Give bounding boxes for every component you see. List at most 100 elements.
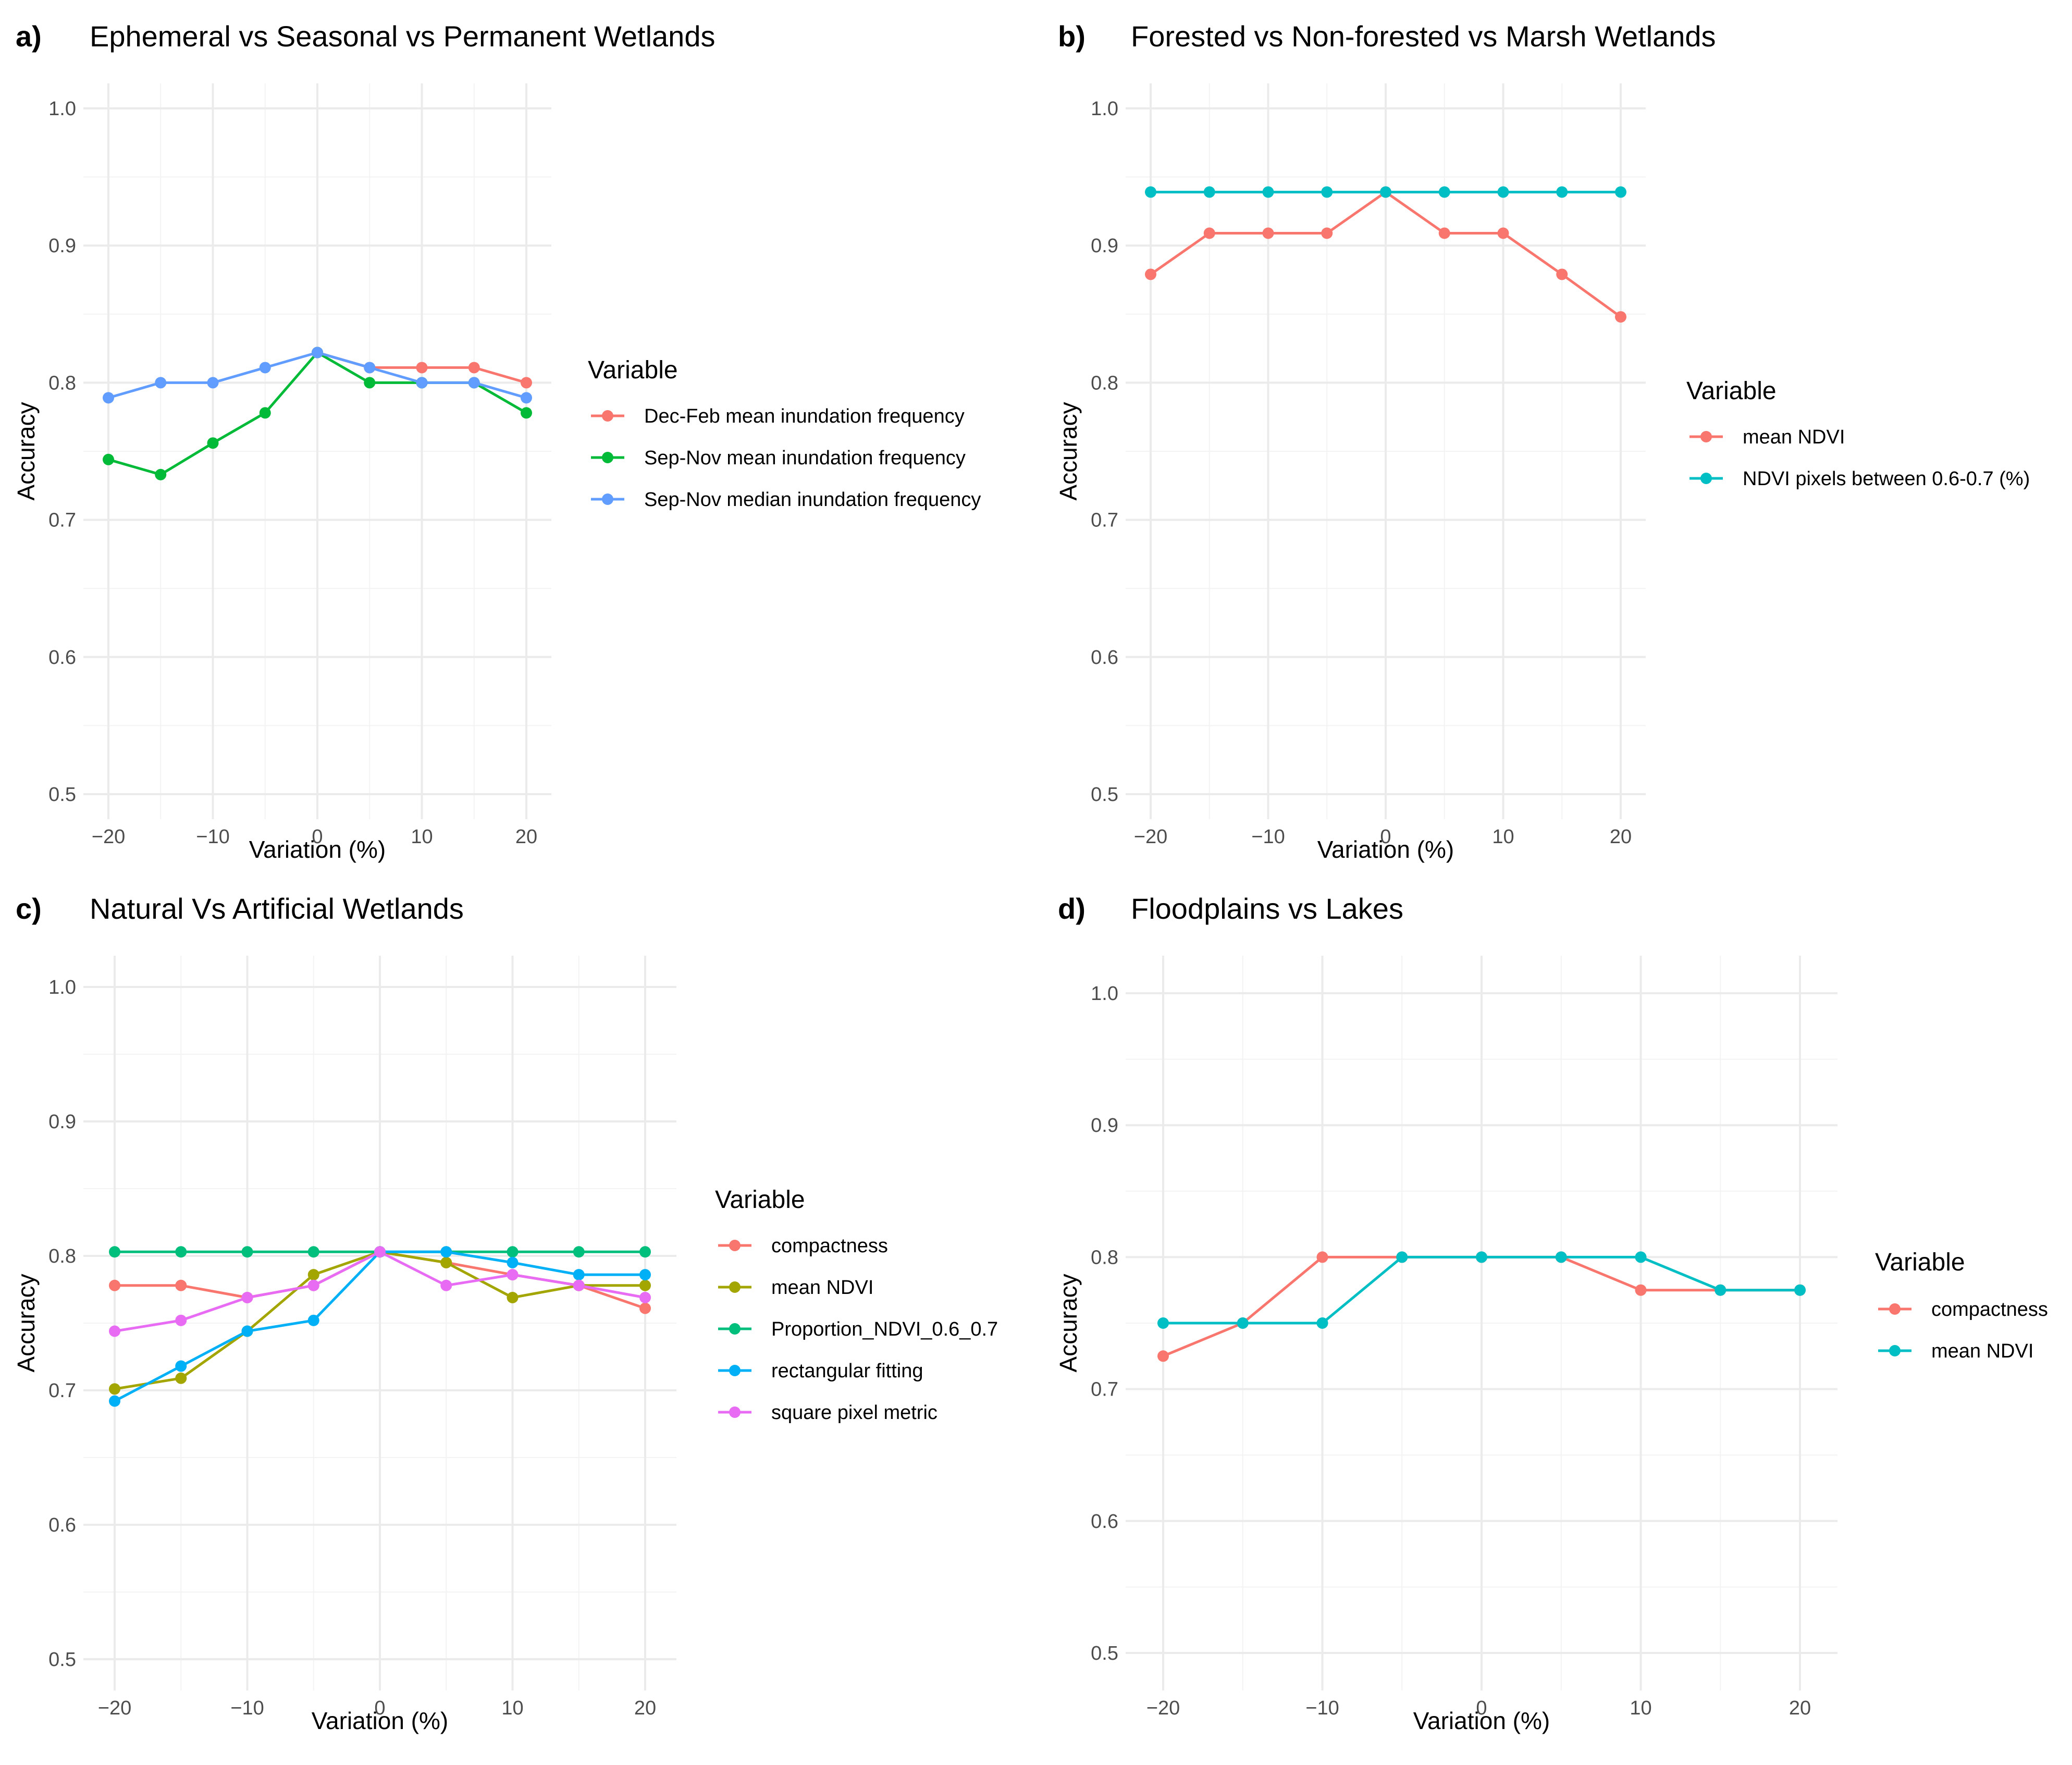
data-point-3 [416,377,428,389]
x-tick-label: 10 [1492,826,1514,848]
data-point-4 [440,1246,452,1258]
data-point-1 [1438,227,1450,239]
data-point-3 [109,1246,120,1258]
x-tick-label: 20 [634,1697,656,1719]
chart-panel-4: −20 −10 0 10 20 0.5 0.6 0.7 0.8 0.9 1.0 Variation (… [1055,892,2048,1734]
y-tick-label: 0.7 [48,510,76,532]
y-tick-label: 0.5 [48,784,76,806]
data-point-2 [1476,1251,1487,1263]
data-point-1 [1556,268,1568,280]
data-point-2 [1380,186,1391,198]
data-point-2 [507,1291,519,1303]
data-point-5 [440,1279,452,1291]
data-point-1 [639,1302,651,1314]
data-point-4 [241,1325,253,1337]
data-point-3 [573,1246,585,1258]
x-tick-label: 0 [1476,1697,1487,1719]
data-point-1 [1635,1284,1647,1296]
y-tick-label: 1.0 [48,98,76,120]
y-axis-title: Accuracy [13,1274,40,1372]
chart-panel-3: −20 −10 0 10 20 0.5 0.6 0.7 0.8 0.9 1.0 Variation (… [13,892,998,1734]
x-tick-label: 10 [1630,1697,1651,1719]
legend-label: rectangular fitting [771,1360,923,1382]
data-point-1 [1316,1251,1328,1263]
x-tick-label: −10 [230,1697,264,1719]
x-tick-label: −10 [1251,826,1285,848]
data-point-4 [109,1395,120,1407]
x-tick-label: 0 [312,826,323,848]
legend-title: Variable [1875,1249,1965,1276]
data-point-5 [241,1291,253,1303]
data-point-2 [521,407,532,419]
legend-key-point [602,410,613,422]
data-point-2 [1615,186,1626,198]
y-tick-label: 0.9 [1091,235,1118,257]
x-tick-label: −20 [1146,1697,1180,1719]
data-point-1 [1203,227,1215,239]
x-tick-label: −10 [196,826,229,848]
x-tick-label: −20 [92,826,125,848]
data-point-1 [1321,227,1333,239]
data-point-1 [1157,1350,1169,1362]
y-tick-label: 0.8 [1091,372,1118,394]
legend-label: mean NDVI [771,1277,873,1299]
legend-label: compactness [771,1235,888,1257]
legend-label: mean NDVI [1743,426,1845,448]
data-point-1 [521,377,532,389]
legend-key-point [729,1281,741,1293]
data-point-2 [259,407,271,419]
y-tick-label: 0.9 [48,235,76,257]
legend-title: Variable [715,1186,805,1214]
data-point-2 [109,1383,120,1395]
panel-label: a) [16,20,42,53]
data-point-4 [507,1256,519,1268]
legend-label: Proportion_NDVI_0.6_0.7 [771,1318,998,1340]
data-point-2 [639,1279,651,1291]
data-point-4 [639,1269,651,1281]
data-point-2 [207,437,219,449]
data-point-1 [416,362,428,374]
data-point-2 [1237,1317,1249,1329]
x-tick-label: 20 [1610,826,1632,848]
x-tick-label: −20 [1134,826,1167,848]
x-axis-title: Variation (%) [249,836,386,863]
data-point-3 [507,1246,519,1258]
y-tick-label: 0.6 [48,647,76,669]
data-point-2 [1316,1317,1328,1329]
x-tick-label: 10 [501,1697,523,1719]
data-point-3 [468,377,480,389]
legend-label: compactness [1931,1299,2048,1320]
x-tick-label: 20 [515,826,537,848]
data-point-3 [364,362,376,374]
y-tick-label: 0.5 [1091,784,1118,806]
y-tick-label: 0.6 [1091,647,1118,669]
data-point-2 [1556,186,1568,198]
data-point-5 [639,1291,651,1303]
data-point-4 [307,1314,319,1326]
y-axis-title: Accuracy [1055,402,1082,500]
legend-key-point [729,1406,741,1418]
x-tick-label: 0 [1380,826,1391,848]
data-point-3 [307,1246,319,1258]
legend-title: Variable [1686,377,1777,405]
data-point-3 [639,1246,651,1258]
y-tick-label: 0.8 [48,372,76,394]
y-tick-label: 0.6 [1091,1511,1118,1533]
legend-key-point [602,493,613,505]
legend-label: Sep-Nov median inundation frequency [644,489,981,511]
data-point-3 [241,1246,253,1258]
data-point-1 [1497,227,1509,239]
data-point-4 [175,1360,187,1372]
data-point-1 [468,362,480,374]
data-point-2 [103,453,114,465]
data-point-2 [1262,186,1274,198]
data-point-2 [1321,186,1333,198]
data-point-3 [312,347,323,359]
x-tick-label: 0 [374,1697,385,1719]
legend-label: Dec-Feb mean inundation frequency [644,405,965,427]
data-point-5 [307,1279,319,1291]
y-tick-label: 1.0 [48,977,76,998]
legend-label: square pixel metric [771,1402,938,1424]
y-tick-label: 0.7 [1091,510,1118,532]
